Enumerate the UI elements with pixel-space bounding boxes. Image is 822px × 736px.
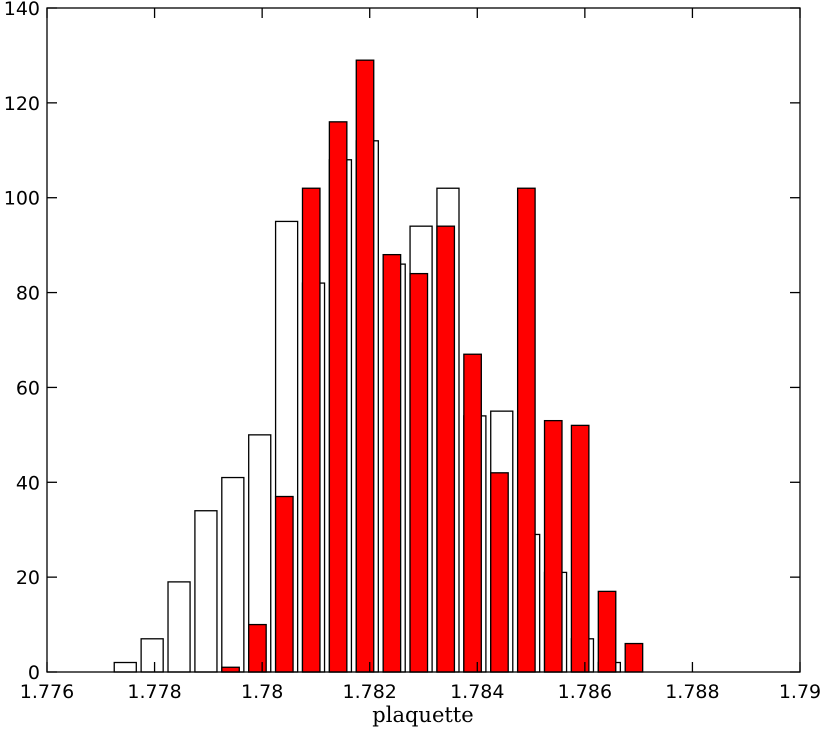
x-axis-label: plaquette (372, 703, 473, 727)
x-tick-label: 1.786 (558, 681, 612, 703)
y-tick-label: 40 (16, 472, 40, 494)
y-tick-label: 20 (16, 567, 40, 589)
bar (274, 495, 294, 673)
x-tick-label: 1.778 (127, 681, 181, 703)
bar (248, 623, 267, 673)
bar (436, 225, 456, 673)
bar (624, 642, 644, 673)
bar (516, 187, 536, 673)
bar (221, 476, 245, 673)
y-tick-label: 120 (4, 93, 40, 115)
bar (409, 272, 429, 673)
bar (167, 581, 191, 673)
x-tick-label: 1.788 (665, 681, 719, 703)
bar (194, 510, 218, 673)
y-tick-label: 140 (4, 0, 40, 20)
y-tick-label: 80 (16, 283, 40, 305)
bar (140, 638, 164, 673)
bar (328, 121, 348, 673)
y-tick-label: 100 (4, 188, 40, 210)
x-tick-label: 1.784 (450, 681, 504, 703)
x-tick-label: 1.79 (779, 681, 821, 703)
bar (355, 59, 375, 673)
x-tick-label: 1.78 (241, 681, 283, 703)
bar (463, 353, 482, 673)
bar (570, 424, 590, 673)
y-tick-label: 0 (28, 662, 40, 684)
plot-frame (46, 7, 801, 673)
y-tick-label: 60 (16, 377, 40, 399)
x-tick-label: 1.776 (20, 681, 74, 703)
bar (221, 666, 240, 673)
bar (301, 187, 321, 673)
bar (382, 253, 402, 673)
bar (490, 472, 509, 673)
bar (597, 590, 617, 673)
bar (113, 661, 137, 673)
x-tick-label: 1.782 (343, 681, 397, 703)
bar (543, 419, 563, 673)
